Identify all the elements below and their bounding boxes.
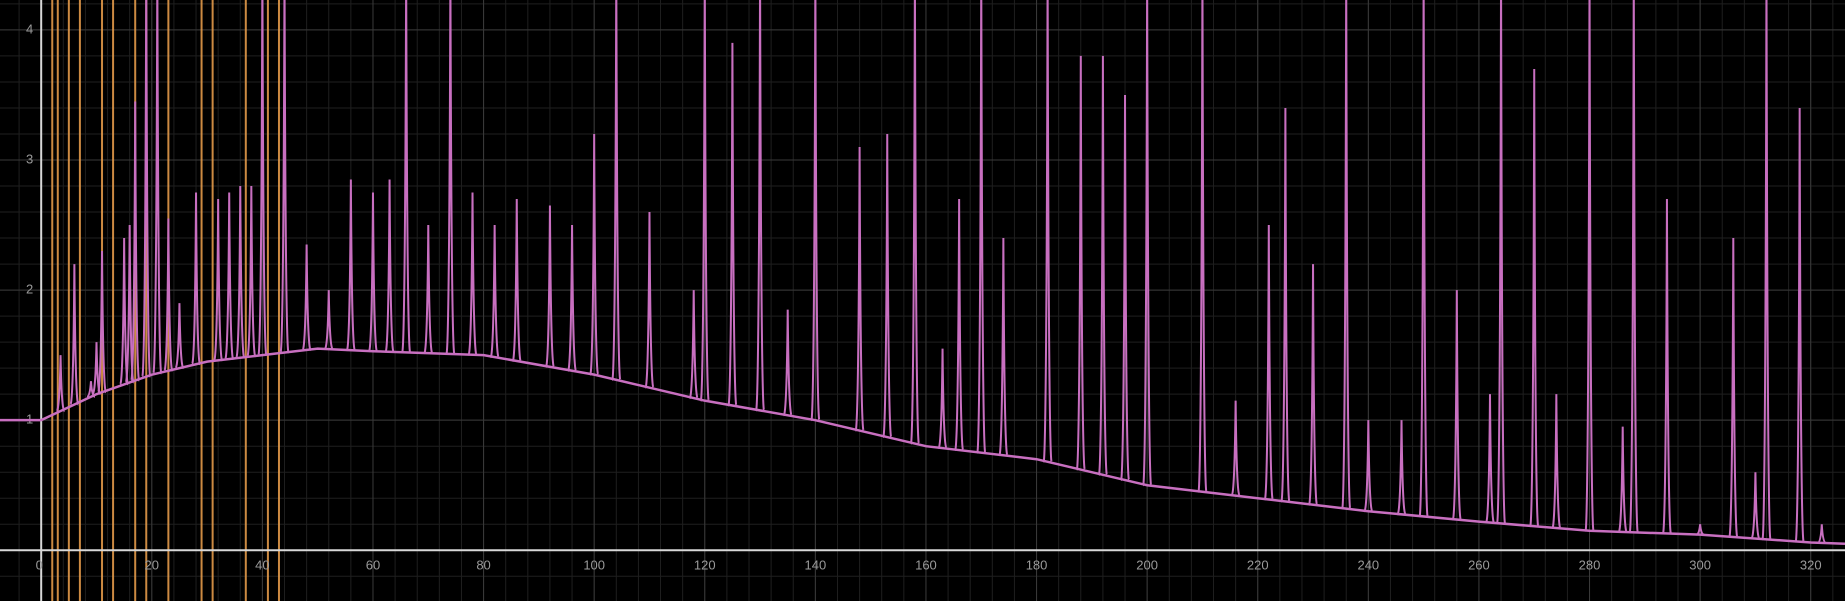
spike xyxy=(119,238,130,386)
spike xyxy=(130,101,141,382)
spike xyxy=(511,199,522,362)
spike xyxy=(644,212,655,389)
spike xyxy=(191,192,202,366)
spike xyxy=(699,0,710,402)
x-tick-label: 60 xyxy=(366,558,380,573)
spike xyxy=(69,264,80,406)
x-tick-label: 200 xyxy=(1136,558,1158,573)
spike xyxy=(1529,68,1540,528)
spike xyxy=(55,355,66,413)
y-tick-label: 4 xyxy=(26,21,33,36)
spike xyxy=(384,179,395,353)
spike xyxy=(1695,524,1705,536)
x-tick-label: 100 xyxy=(583,558,605,573)
spike xyxy=(279,0,290,354)
spike xyxy=(1451,290,1462,521)
spike xyxy=(1308,264,1319,506)
x-tick-label: 40 xyxy=(255,558,269,573)
spike xyxy=(1817,524,1827,544)
spike xyxy=(163,218,174,372)
spike xyxy=(224,192,235,361)
spike xyxy=(1551,394,1562,530)
spike xyxy=(611,0,622,381)
spike xyxy=(976,0,987,454)
spike xyxy=(86,381,96,398)
spike xyxy=(323,290,334,351)
x-tick-label: 120 xyxy=(694,558,716,573)
spike xyxy=(1142,0,1153,487)
spike xyxy=(1750,472,1761,540)
spike xyxy=(1617,426,1628,533)
spike xyxy=(909,0,920,445)
spike xyxy=(544,205,555,368)
spike xyxy=(489,225,500,359)
x-tick-label: 180 xyxy=(1026,558,1048,573)
x-tick-label: 280 xyxy=(1579,558,1601,573)
spike xyxy=(782,309,793,417)
spike xyxy=(1042,0,1053,463)
spike xyxy=(1761,0,1772,541)
spike xyxy=(1661,199,1672,535)
spike xyxy=(141,0,152,378)
spike xyxy=(755,0,766,412)
x-tick-label: 0 xyxy=(36,558,43,573)
spike xyxy=(301,244,312,351)
spike xyxy=(854,146,865,432)
spike xyxy=(1363,420,1374,513)
spike xyxy=(1263,225,1274,501)
spike xyxy=(937,348,948,450)
spike xyxy=(1341,0,1352,510)
spike xyxy=(97,251,108,394)
spike xyxy=(688,290,699,400)
x-tick-label: 160 xyxy=(915,558,937,573)
spike xyxy=(727,42,738,407)
y-tick-label: 2 xyxy=(26,282,33,297)
spike xyxy=(589,133,600,376)
spike xyxy=(567,225,578,372)
spike xyxy=(235,186,246,359)
spike xyxy=(998,238,1009,457)
x-tick-label: 260 xyxy=(1468,558,1490,573)
spike xyxy=(1230,400,1241,497)
x-tick-label: 220 xyxy=(1247,558,1269,573)
spike xyxy=(1120,94,1131,482)
spike xyxy=(1280,107,1291,503)
spike xyxy=(1584,0,1595,532)
spike xyxy=(174,303,185,370)
spike xyxy=(954,199,965,452)
x-tick-label: 240 xyxy=(1357,558,1379,573)
spike xyxy=(401,0,412,354)
spike xyxy=(367,192,378,353)
spike xyxy=(1097,55,1108,476)
spike xyxy=(213,199,224,362)
x-tick-label: 320 xyxy=(1800,558,1822,573)
spike xyxy=(882,133,893,439)
spike xyxy=(257,0,268,357)
spike xyxy=(810,0,821,422)
x-tick-label: 300 xyxy=(1689,558,1711,573)
y-tick-label: 3 xyxy=(26,151,33,166)
spike xyxy=(1075,55,1086,471)
spike xyxy=(1197,0,1208,493)
spike xyxy=(345,179,356,352)
spike xyxy=(152,0,163,375)
spike xyxy=(467,192,478,356)
x-tick-label: 20 xyxy=(145,558,159,573)
spike xyxy=(1418,0,1429,518)
spike xyxy=(445,0,456,355)
spike xyxy=(246,186,257,358)
x-tick-label: 80 xyxy=(476,558,490,573)
spike xyxy=(1794,107,1805,543)
spike xyxy=(1496,0,1507,525)
spike xyxy=(1628,0,1639,534)
spike xyxy=(1396,420,1407,516)
spike xyxy=(1484,394,1495,524)
spike xyxy=(423,225,434,355)
spike xyxy=(1728,238,1739,538)
x-tick-label: 140 xyxy=(805,558,827,573)
